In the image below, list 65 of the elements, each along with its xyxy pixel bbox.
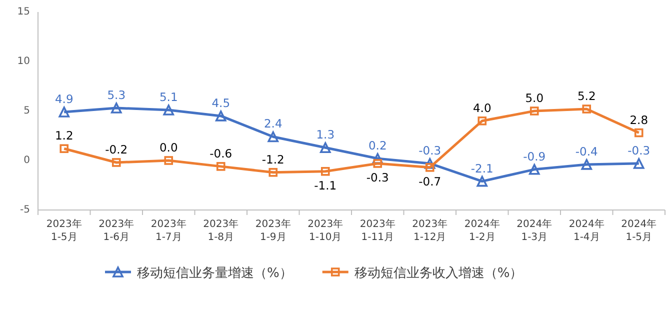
x-tick-label: 2023年 1-5月 xyxy=(46,218,82,243)
x-tick-label: 2023年 1-6月 xyxy=(98,218,134,243)
y-tick-label: 15 xyxy=(17,6,30,18)
point xyxy=(112,158,121,167)
legend-label: 移动短信业务量增速（%） xyxy=(137,266,292,281)
y-tick-label: 5 xyxy=(24,106,30,116)
data-label: 1.2 xyxy=(54,128,74,143)
y-tick-label: 0 xyxy=(24,155,30,166)
y-tick-label: -5 xyxy=(20,204,30,216)
data-label: -1.2 xyxy=(262,152,284,166)
point xyxy=(164,156,174,165)
x-tick-label: 2024年 1-5月 xyxy=(621,218,657,243)
x-tick-label: 2023年 1-7月 xyxy=(150,218,186,243)
data-label: 5.1 xyxy=(159,90,178,104)
x-tick-label: 2024年 1-3月 xyxy=(516,218,552,243)
data-label: 4.0 xyxy=(472,100,492,115)
point xyxy=(110,102,122,114)
data-label: 5.0 xyxy=(525,91,544,105)
x-tick-label: 2023年 1-8月 xyxy=(203,218,239,243)
point xyxy=(528,164,540,175)
point xyxy=(58,106,70,118)
data-label: -0.7 xyxy=(418,174,442,188)
data-label: -0.6 xyxy=(210,146,232,160)
x-tick-label: 2024年 1-4月 xyxy=(568,218,604,243)
data-label: 5.2 xyxy=(577,89,596,104)
point xyxy=(582,104,592,114)
point xyxy=(216,162,226,171)
data-label: 2.8 xyxy=(630,112,648,127)
data-label: -0.9 xyxy=(523,149,546,164)
data-label: -1.1 xyxy=(314,178,337,192)
data-label: 0.2 xyxy=(368,138,387,153)
point xyxy=(320,166,330,176)
data-label: -0.4 xyxy=(575,144,598,158)
point xyxy=(581,159,592,170)
data-label: 0.0 xyxy=(159,140,178,154)
point xyxy=(268,168,278,177)
data-label: 4.9 xyxy=(54,92,74,106)
y-tick-label: 10 xyxy=(17,56,30,67)
x-tick-label: 2023年 1-10月 xyxy=(308,218,344,243)
data-label: -0.2 xyxy=(105,142,128,156)
x-tick-label: 2023年 1-12月 xyxy=(412,218,448,243)
point xyxy=(268,131,279,142)
point xyxy=(478,116,487,126)
point xyxy=(633,158,644,169)
point xyxy=(476,176,488,187)
x-tick-label: 2024年 1-2月 xyxy=(464,218,500,243)
point xyxy=(215,110,226,122)
data-label: -0.3 xyxy=(366,170,389,184)
data-label: -2.1 xyxy=(470,161,494,176)
point xyxy=(320,142,331,154)
data-label: 5.3 xyxy=(107,88,126,102)
point xyxy=(60,144,69,154)
data-label: 2.4 xyxy=(264,116,282,131)
x-tick-label: 2023年 1-9月 xyxy=(255,218,291,243)
x-tick-label: 2023年 1-11月 xyxy=(360,218,396,243)
point xyxy=(373,159,382,168)
data-label: 4.5 xyxy=(212,96,230,110)
data-label: -0.3 xyxy=(418,143,442,158)
data-label: -0.3 xyxy=(628,143,650,158)
point xyxy=(634,128,644,138)
data-label: 1.3 xyxy=(316,128,335,142)
point xyxy=(530,106,539,116)
point xyxy=(163,104,174,116)
legend-label: 移动短信业务收入增速（%） xyxy=(354,266,523,281)
point xyxy=(425,163,434,172)
